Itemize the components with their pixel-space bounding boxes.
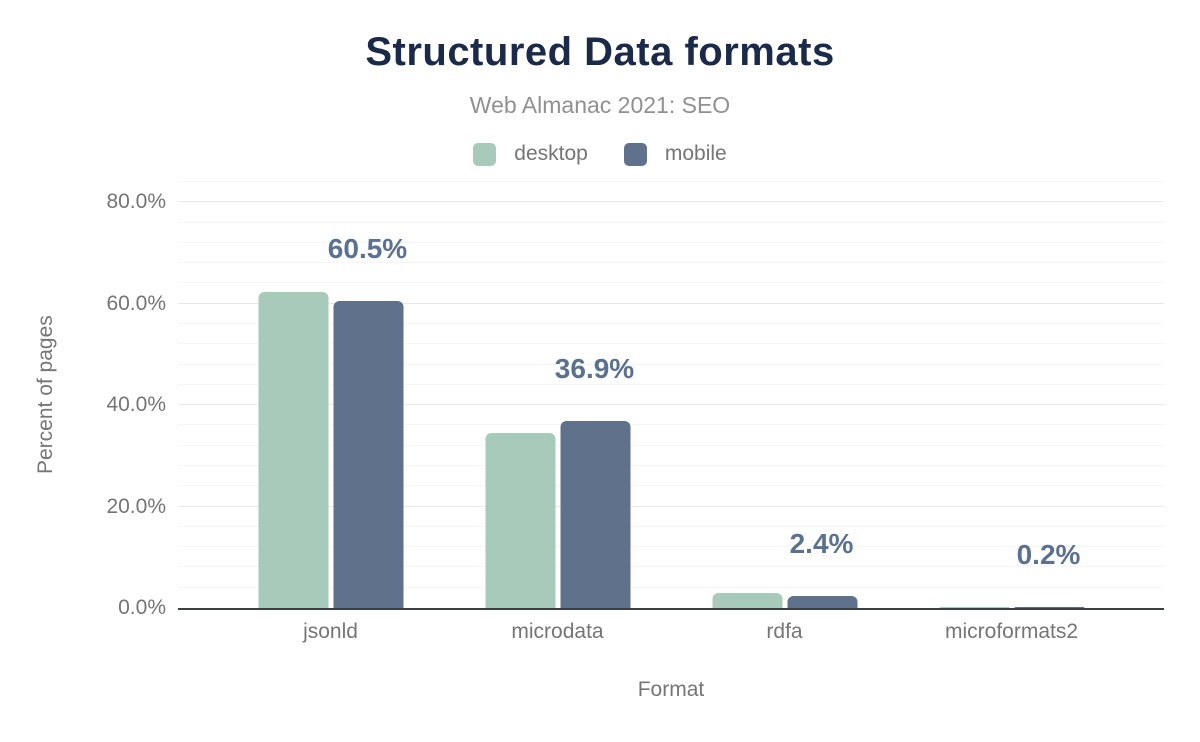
gridline-minor-4 [178, 586, 1164, 588]
legend: desktop mobile [0, 142, 1200, 166]
y-tick-label-60: 60.0% [106, 291, 166, 315]
gridline-major-80 [178, 201, 1164, 203]
legend-label-desktop: desktop [514, 142, 588, 165]
gridline-minor-52 [178, 343, 1164, 345]
bar-group-rdfa: 2.4% [671, 182, 898, 608]
bar-desktop-jsonld[interactable] [258, 292, 328, 608]
gridline-minor-8 [178, 566, 1164, 568]
x-axis-title: Format [637, 678, 705, 701]
legend-item-desktop: desktop [473, 142, 588, 166]
gridline-minor-16 [178, 525, 1164, 527]
gridline-major-60 [178, 302, 1164, 304]
y-tick-label-80: 80.0% [106, 190, 166, 214]
chart-subtitle: Web Almanac 2021: SEO [469, 92, 731, 118]
gridline-minor-76 [178, 221, 1164, 223]
gridline-minor-72 [178, 241, 1164, 243]
bar-group-microdata: 36.9% [444, 182, 671, 608]
x-tick-label-microdata: microdata [511, 620, 604, 643]
bar-mobile-microdata[interactable] [560, 420, 630, 608]
y-tick-label-20: 20.0% [106, 494, 166, 518]
gridline-minor-68 [178, 262, 1164, 264]
value-label-microdata: 36.9% [554, 352, 635, 384]
bar-desktop-microdata[interactable] [485, 432, 555, 608]
legend-label-mobile: mobile [664, 142, 727, 165]
gridline-minor-64 [178, 282, 1164, 284]
bar-group-microformats2: 0.2% [898, 182, 1125, 608]
value-label-jsonld: 60.5% [327, 233, 408, 265]
value-label-rdfa: 2.4% [789, 527, 854, 559]
y-tick-label-40: 40.0% [106, 393, 166, 417]
plot-area: 60.5% 36.9% 2.4% 0.2% [178, 181, 1164, 610]
y-axis-tick-labels: 0.0% 20.0% 40.0% 60.0% 80.0% [0, 182, 166, 619]
gridline-minor-48 [178, 363, 1164, 365]
legend-swatch-mobile-icon [623, 142, 647, 166]
gridline-major-40 [178, 404, 1164, 406]
gridline-minor-36 [178, 424, 1164, 426]
y-tick-label-0: 0.0% [118, 596, 166, 619]
gridline-minor-44 [178, 383, 1164, 385]
legend-swatch-desktop-icon [473, 142, 497, 166]
value-label-microformats2: 0.2% [1016, 539, 1081, 570]
legend-item-mobile: mobile [623, 142, 727, 166]
gridline-major-20 [178, 505, 1164, 507]
bar-mobile-jsonld[interactable] [333, 301, 403, 608]
x-tick-label-jsonld: jsonld [303, 620, 358, 643]
bar-group-jsonld: 60.5% [217, 182, 444, 608]
gridline-minor-12 [178, 546, 1164, 548]
gridline-minor-24 [178, 485, 1164, 487]
bar-pair-rdfa [712, 593, 857, 608]
bar-pair-jsonld [258, 292, 403, 608]
chart-title: Structured Data formats [365, 30, 835, 74]
gridline-minor-56 [178, 323, 1164, 324]
x-tick-label-rdfa: rdfa [766, 620, 803, 643]
bar-desktop-microformats2[interactable] [939, 607, 1009, 608]
bar-groups: 60.5% 36.9% 2.4% 0.2% [178, 182, 1164, 608]
x-tick-label-microformats2: microformats2 [944, 620, 1079, 643]
bar-mobile-rdfa[interactable] [787, 595, 857, 608]
gridline-minor-32 [178, 444, 1164, 446]
gridline-minor-28 [178, 465, 1164, 466]
bar-pair-microdata [485, 420, 630, 608]
bar-desktop-rdfa[interactable] [712, 593, 782, 608]
gridline-minor-84 [178, 181, 1164, 182]
bar-mobile-microformats2[interactable] [1014, 607, 1084, 608]
bar-pair-microformats2 [939, 607, 1084, 608]
x-axis-tick-labels: jsonld microdata rdfa microformats2 [178, 620, 1164, 644]
